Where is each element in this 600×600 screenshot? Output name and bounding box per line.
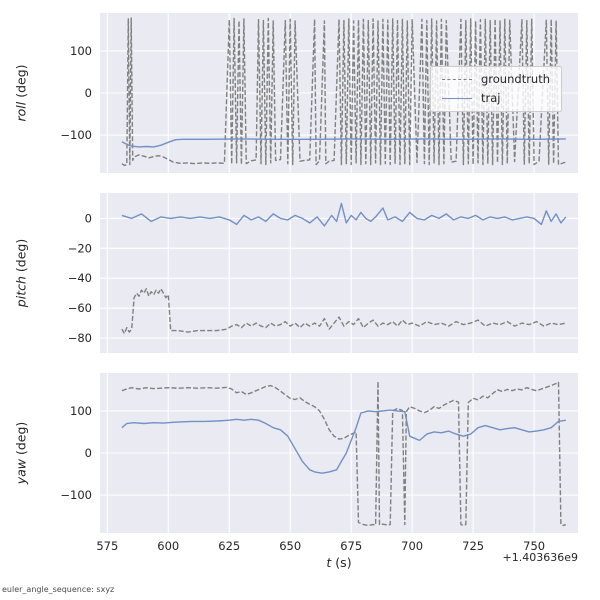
xtick-label: 725 [462,539,484,553]
x-axis-offset-text: +1.403636e9 [502,551,578,564]
ytick-label: 0 [85,211,92,225]
ylabel-roll-var: roll [13,101,29,122]
ylabel-yaw: yaw (deg) [14,422,29,485]
xlabel: t (s) [326,555,351,570]
xtick-label: 575 [96,539,118,553]
xtick-label: 750 [523,539,545,553]
ylabel-pitch-var: pitch [13,276,29,308]
ytick-label: 0 [85,86,92,100]
panel-series-group-2 [121,380,567,527]
ytick-label: 0 [85,446,92,460]
ylabel-pitch: pitch (deg) [14,239,29,307]
ylabel-roll-unit: (deg) [13,64,29,102]
series-groundtruth-panel-0 [121,17,567,167]
panel-bg-1 [100,193,578,353]
ytick-label: 100 [70,404,92,418]
footer-text: euler_angle_sequence: sxyz [2,585,115,594]
series-groundtruth-panel-1 [121,288,566,335]
legend: groundtruth traj [430,66,563,112]
xtick-label: 675 [340,539,362,553]
ylabel-roll: roll (deg) [14,64,29,121]
xtick-label: 650 [279,539,301,553]
legend-item-groundtruth: groundtruth [442,72,551,86]
xlabel-var: t [326,555,332,570]
series-traj-panel-2 [121,409,566,474]
series-groundtruth-panel-2 [121,380,567,527]
legend-line-traj [442,97,472,99]
ytick-label: −80 [68,331,92,345]
ylabel-pitch-unit: (deg) [13,238,29,277]
panel-series-group-1 [121,202,567,335]
series-traj-panel-0 [121,138,566,148]
xtick-label: 700 [401,539,423,553]
legend-item-traj: traj [442,90,550,105]
xtick-label: 625 [218,539,240,553]
ytick-label: 100 [70,44,92,58]
ytick-label: −20 [68,241,92,255]
legend-line-groundtruth [442,79,472,81]
xlabel-unit: (s) [331,555,352,570]
ytick-label: −60 [68,301,92,315]
legend-label-traj: traj [481,90,501,105]
ytick-label: −40 [68,271,92,285]
legend-label-groundtruth: groundtruth [481,72,551,86]
ytick-label: −100 [60,128,92,142]
series-traj-panel-1 [121,202,567,227]
ylabel-yaw-unit: (deg) [13,421,29,460]
panel-series-group-0 [121,17,567,167]
ylabel-yaw-var: yaw [13,459,29,485]
xtick-label: 600 [157,539,179,553]
ytick-label: −100 [60,488,92,502]
